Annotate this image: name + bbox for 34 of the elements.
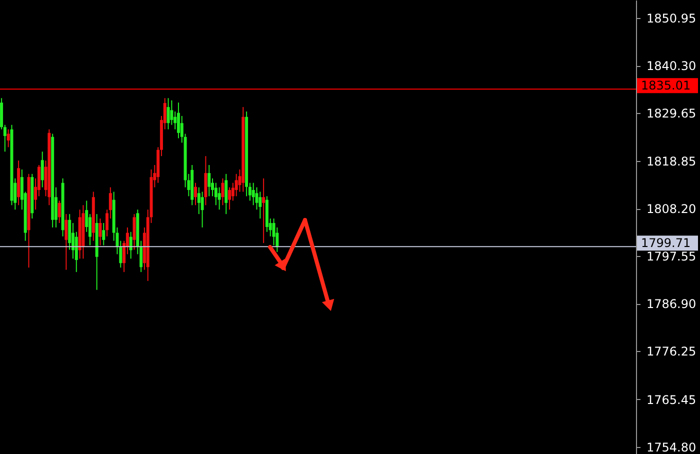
candlestick: [252, 182, 255, 206]
candlestick: [132, 214, 136, 250]
y-tick-label: 1776.25: [646, 344, 696, 359]
candlestick: [234, 173, 238, 197]
y-tick-label: 1829.65: [646, 106, 696, 121]
candlestick: [228, 186, 232, 210]
candlestick: [258, 191, 262, 220]
candlestick: [6, 128, 10, 148]
candlestick: [40, 151, 44, 188]
y-tick-label: 1765.45: [646, 392, 696, 407]
candlestick: [200, 191, 204, 228]
candlestick: [224, 173, 228, 215]
candlestick: [208, 164, 211, 197]
candlestick: [194, 182, 197, 206]
y-tick-label: 1797.55: [646, 250, 696, 264]
candlestick: [170, 100, 174, 126]
candlestick: [221, 178, 224, 206]
candlestick: [214, 182, 218, 206]
y-tick-label: 1818.85: [646, 154, 696, 169]
y-tick-label: 1850.95: [646, 12, 696, 26]
candlestick: [64, 214, 68, 270]
y-tick-label: 1754.80: [646, 440, 696, 454]
candlestick: [102, 222, 106, 246]
y-tick-label: 1808.20: [646, 202, 696, 216]
ref-line-label: 1835.01: [641, 78, 691, 93]
candlestick: [176, 102, 180, 139]
y-tick-label: 1840.30: [646, 59, 696, 74]
candlestick: [166, 98, 170, 130]
candlestick: [98, 218, 102, 246]
ref-line-label: 1799.71: [641, 236, 691, 250]
candlestick: [218, 186, 221, 210]
candlestick: [262, 178, 266, 244]
y-tick-label: 1786.90: [646, 297, 696, 312]
candlestick: [58, 200, 61, 224]
